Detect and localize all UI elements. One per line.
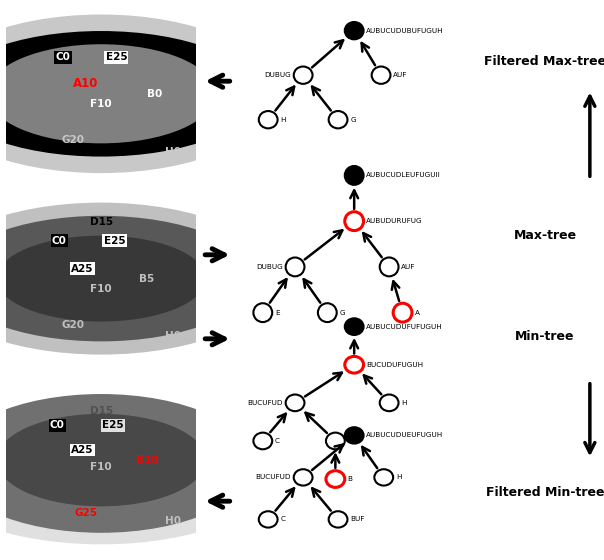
- Text: G20: G20: [61, 320, 84, 330]
- Text: BUCUFUD: BUCUFUD: [248, 400, 283, 406]
- Text: BUF: BUF: [350, 516, 365, 522]
- Text: BUCUDUFUGUH: BUCUDUFUGUH: [366, 362, 423, 368]
- Ellipse shape: [0, 394, 254, 533]
- Text: G20: G20: [61, 135, 84, 145]
- Ellipse shape: [0, 203, 276, 354]
- Text: Min-tree: Min-tree: [515, 329, 575, 343]
- Text: AUBUCUDLEUFUGUII: AUBUCUDLEUFUGUII: [366, 172, 441, 179]
- Text: B0: B0: [147, 89, 162, 99]
- Circle shape: [329, 111, 347, 128]
- Circle shape: [380, 394, 399, 411]
- Text: DUBUG: DUBUG: [265, 72, 291, 78]
- Circle shape: [326, 433, 345, 449]
- Text: A10: A10: [73, 77, 98, 90]
- Text: F10: F10: [91, 283, 112, 293]
- Ellipse shape: [0, 216, 254, 342]
- Ellipse shape: [0, 44, 216, 143]
- Text: E: E: [275, 310, 280, 316]
- Circle shape: [326, 471, 345, 487]
- Ellipse shape: [0, 414, 206, 506]
- Circle shape: [345, 356, 364, 373]
- Circle shape: [318, 303, 336, 322]
- Text: H: H: [401, 400, 406, 406]
- Text: C: C: [275, 438, 280, 444]
- Text: AUF: AUF: [393, 72, 408, 78]
- Ellipse shape: [0, 399, 276, 544]
- Text: B: B: [347, 476, 353, 482]
- Text: D15: D15: [89, 217, 113, 227]
- Circle shape: [345, 22, 364, 39]
- Text: F10: F10: [91, 99, 112, 109]
- Text: C0: C0: [52, 236, 67, 246]
- Circle shape: [345, 212, 364, 231]
- Text: A: A: [415, 310, 420, 316]
- Text: E25: E25: [106, 53, 127, 63]
- Ellipse shape: [0, 15, 276, 173]
- Circle shape: [254, 433, 272, 449]
- Text: C0: C0: [56, 53, 71, 63]
- Circle shape: [345, 427, 364, 444]
- Ellipse shape: [0, 31, 257, 157]
- Text: Max-tree: Max-tree: [513, 228, 577, 242]
- Text: H0: H0: [165, 332, 181, 342]
- Text: G25: G25: [74, 508, 97, 518]
- Text: BUF: BUF: [347, 438, 362, 444]
- Circle shape: [294, 469, 312, 486]
- Circle shape: [286, 394, 304, 411]
- Circle shape: [329, 511, 347, 528]
- Circle shape: [286, 258, 304, 276]
- Circle shape: [294, 67, 312, 84]
- Text: H: H: [280, 116, 286, 123]
- Text: D15: D15: [89, 34, 113, 44]
- Text: C: C: [280, 516, 285, 522]
- Text: BUCUFUD: BUCUFUD: [255, 474, 291, 480]
- Text: B10: B10: [135, 455, 158, 465]
- Text: DUBUG: DUBUG: [256, 264, 283, 270]
- Circle shape: [345, 318, 364, 335]
- Text: Filtered Min-tree: Filtered Min-tree: [486, 486, 604, 500]
- Ellipse shape: [0, 236, 206, 321]
- Text: G: G: [339, 310, 345, 316]
- Text: E25: E25: [104, 236, 125, 246]
- Text: A25: A25: [71, 264, 94, 274]
- Text: H0: H0: [165, 516, 181, 526]
- Text: AUBUCUDUEUFUGUH: AUBUCUDUEUFUGUH: [366, 432, 443, 438]
- Text: H0: H0: [165, 147, 181, 157]
- Text: B5: B5: [139, 274, 155, 283]
- Circle shape: [259, 511, 278, 528]
- Text: F10: F10: [91, 461, 112, 472]
- Circle shape: [393, 303, 412, 322]
- Text: C0: C0: [50, 421, 65, 431]
- Text: D15: D15: [89, 405, 113, 416]
- Text: Filtered Max-tree: Filtered Max-tree: [484, 55, 604, 68]
- Text: A25: A25: [71, 445, 94, 455]
- Text: AUBUDURUFUG: AUBUDURUFUG: [366, 218, 423, 224]
- Text: AUF: AUF: [401, 264, 416, 270]
- Text: H: H: [396, 474, 401, 480]
- Text: AUBUCUDUFUFUGUH: AUBUCUDUFUFUGUH: [366, 324, 443, 330]
- Circle shape: [371, 67, 390, 84]
- Text: G: G: [350, 116, 356, 123]
- Circle shape: [259, 111, 278, 128]
- Text: E25: E25: [101, 421, 123, 431]
- Circle shape: [374, 469, 393, 486]
- Circle shape: [380, 258, 399, 276]
- Circle shape: [345, 166, 364, 185]
- Circle shape: [254, 303, 272, 322]
- Text: AUBUCUDUBUFUGUH: AUBUCUDUBUFUGUH: [366, 27, 444, 34]
